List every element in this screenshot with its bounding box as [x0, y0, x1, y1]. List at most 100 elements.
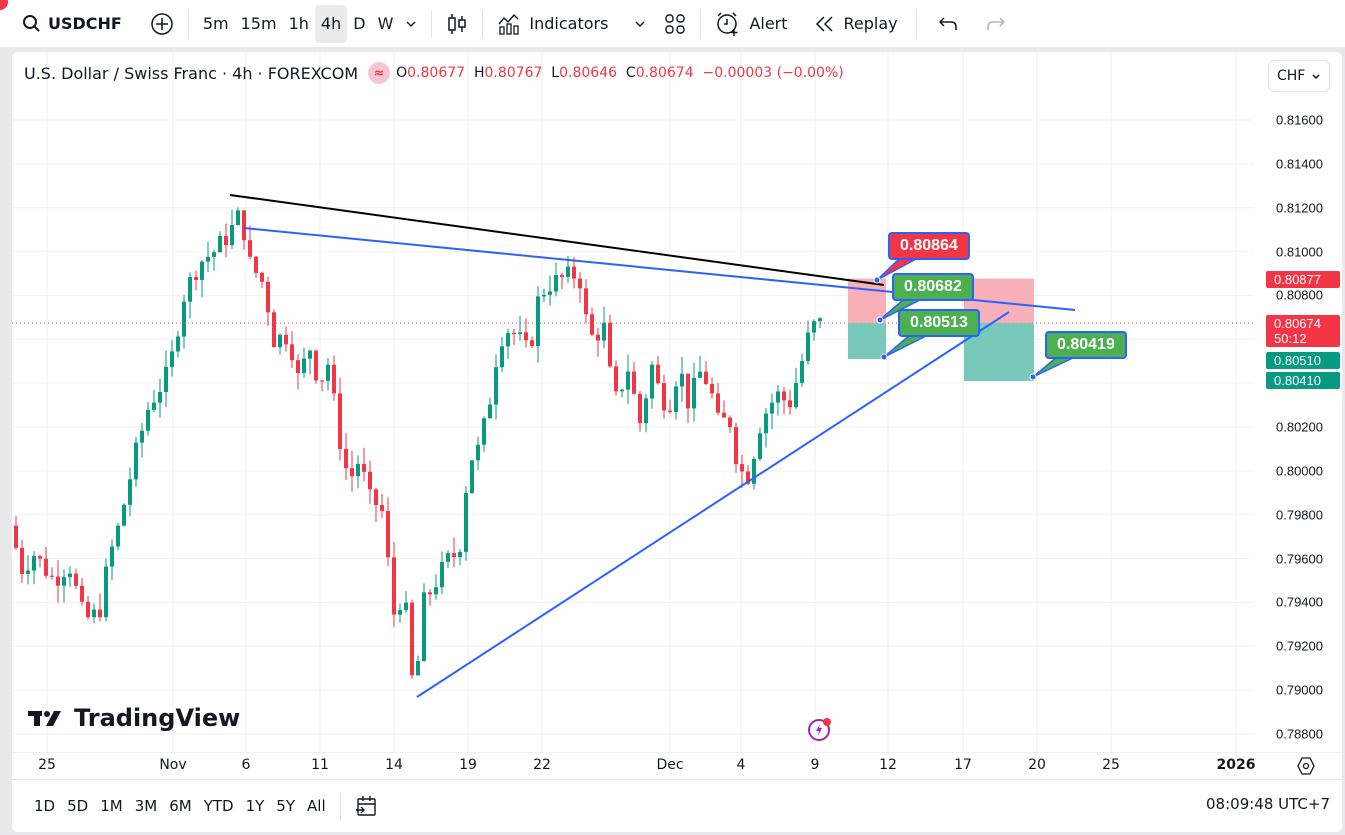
- price-tag: 0.80410: [1266, 372, 1340, 389]
- replay-button[interactable]: Replay: [808, 5, 904, 43]
- candle-up: [476, 444, 480, 461]
- close-value: 0.80674: [635, 65, 694, 81]
- candle-up: [326, 364, 330, 381]
- notification-dot: [0, 0, 8, 10]
- candle-up: [356, 463, 360, 477]
- currency-select[interactable]: CHF: [1268, 60, 1330, 92]
- candle-down: [14, 525, 18, 548]
- range-button-1d[interactable]: 1D: [34, 797, 56, 815]
- price-tag: 0.80877: [1266, 271, 1340, 288]
- price-tick-label: 0.79600: [1276, 551, 1323, 567]
- rewind-icon: [815, 15, 833, 32]
- candle-up: [566, 266, 570, 277]
- range-button-6m[interactable]: 6M: [169, 797, 192, 815]
- price-tick-label: 0.79000: [1276, 682, 1323, 698]
- range-button-5y[interactable]: 5Y: [276, 797, 296, 815]
- candle-up: [764, 413, 768, 434]
- candle-up: [92, 609, 96, 618]
- candle-up: [128, 479, 132, 505]
- time-tick-label: 6: [241, 757, 251, 773]
- price-tick-label: 0.80200: [1276, 419, 1323, 435]
- chart-legend: U.S. Dollar / Swiss Franc · 4h · FOREXCO…: [24, 62, 844, 84]
- candle-up: [548, 291, 552, 295]
- divider: [482, 9, 484, 38]
- market-status-icon[interactable]: ≈: [368, 62, 391, 84]
- interval-w[interactable]: W: [372, 5, 400, 43]
- candle-up: [650, 364, 654, 399]
- price-callout[interactable]: 0.80682: [892, 273, 974, 301]
- interval-5m[interactable]: 5m: [197, 5, 235, 43]
- candle-down: [362, 463, 366, 472]
- callout-anchor-dot: [1029, 373, 1037, 381]
- low-key: L: [551, 65, 560, 81]
- interval-label: 15m: [240, 14, 277, 33]
- price-callout[interactable]: 0.80513: [898, 309, 980, 337]
- interval-label: 1h: [288, 14, 309, 33]
- candle-down: [392, 557, 396, 615]
- candle-down: [734, 427, 738, 465]
- range-button-1y[interactable]: 1Y: [245, 797, 265, 815]
- candle-down: [746, 471, 750, 484]
- chart-type-button[interactable]: [440, 5, 474, 43]
- price-callout[interactable]: 0.80864: [888, 232, 970, 260]
- indicators-button[interactable]: Indicators: [491, 5, 614, 43]
- candle-down: [44, 558, 48, 576]
- candle-up: [230, 225, 234, 246]
- top-toolbar: USDCHF 5m 15m 1h 4h D W Indicators Alert…: [0, 0, 1345, 47]
- candle-up: [62, 577, 66, 586]
- templates-button[interactable]: [658, 5, 692, 43]
- candle-up: [620, 389, 624, 392]
- candle-up: [302, 358, 306, 374]
- interval-d[interactable]: D: [347, 5, 371, 43]
- candle-down: [248, 240, 252, 257]
- price-callout[interactable]: 0.80419: [1045, 331, 1127, 359]
- candle-down: [572, 266, 576, 279]
- tradingview-logo[interactable]: TradingView: [28, 704, 240, 732]
- price-tick-label: 0.80000: [1276, 463, 1323, 479]
- interval-4h[interactable]: 4h: [314, 4, 348, 43]
- candle-up: [506, 332, 510, 347]
- candle-up: [434, 587, 438, 595]
- lightning-button[interactable]: [807, 716, 833, 742]
- alert-button[interactable]: Alert: [709, 5, 793, 43]
- compare-symbol-button[interactable]: [144, 5, 180, 43]
- candle-up: [440, 561, 444, 588]
- undo-button[interactable]: [931, 5, 965, 43]
- price-axis[interactable]: 0.81600 0.81400 0.81200 0.81000 0.80800 0.802…: [1254, 52, 1342, 757]
- redo-button[interactable]: [979, 5, 1013, 43]
- candle-down: [524, 332, 528, 341]
- price-chart-canvas[interactable]: [12, 52, 1254, 752]
- range-button-all[interactable]: All: [307, 797, 326, 815]
- candle-down: [332, 364, 336, 394]
- indicators-dropdown[interactable]: [628, 5, 652, 43]
- symbol-search-button[interactable]: USDCHF: [16, 5, 128, 43]
- goto-date-button[interactable]: [349, 794, 385, 818]
- range-button-5d[interactable]: 5D: [67, 797, 89, 815]
- chart-panel: U.S. Dollar / Swiss Franc · 4h · FOREXCO…: [12, 52, 1342, 832]
- interval-dropdown[interactable]: [399, 5, 423, 43]
- candle-up: [68, 573, 72, 578]
- range-button-ytd[interactable]: YTD: [203, 797, 234, 815]
- range-button-1m[interactable]: 1M: [100, 797, 123, 815]
- clock-timezone[interactable]: 08:09:48 UTC+7: [1206, 795, 1330, 813]
- time-axis[interactable]: 25 Nov 6 11 14 19 22 Dec 4 9 12 17 20 25 2026: [12, 752, 1342, 778]
- candle-down: [272, 312, 276, 348]
- candle-down: [788, 400, 792, 408]
- candle-up: [170, 351, 174, 367]
- range-button-3m[interactable]: 3M: [134, 797, 158, 815]
- chevron-down-icon: [1312, 73, 1320, 79]
- candle-down: [662, 383, 666, 411]
- interval-1h[interactable]: 1h: [283, 5, 315, 43]
- range-buttons: 1D 5D 1M 3M 6M YTD 1Y 5Y All: [28, 797, 332, 815]
- candle-down: [722, 412, 726, 418]
- candle-down: [284, 334, 288, 345]
- candle-up: [554, 275, 558, 292]
- take-profit-zone: [848, 323, 886, 360]
- candle-down: [56, 576, 60, 586]
- grid-icon: [665, 13, 686, 34]
- time-tick-label: 9: [810, 757, 820, 773]
- candle-up: [110, 546, 114, 567]
- interval-15m[interactable]: 15m: [235, 5, 283, 43]
- bottom-toolbar: 1D 5D 1M 3M 6M YTD 1Y 5Y All 08:09:48 UTC+7: [12, 779, 1342, 832]
- time-axis-settings-button[interactable]: [1296, 756, 1316, 776]
